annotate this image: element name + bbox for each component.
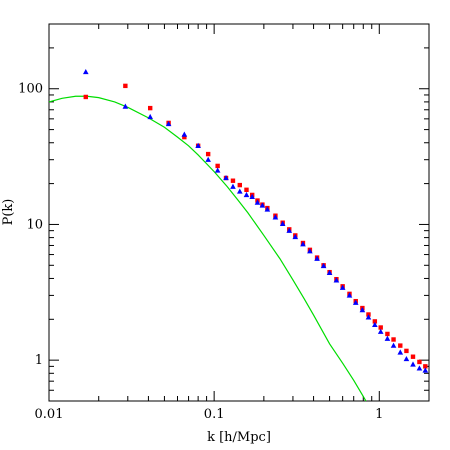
red-square-point — [123, 83, 128, 89]
labels-layer: 0.01 0.1 1 1 10 100 — [18, 82, 383, 422]
y-axis-label: P(k) — [1, 199, 16, 226]
blue-triangle-point — [326, 269, 333, 276]
blue-triangle-point — [181, 131, 188, 137]
red-square-point — [244, 187, 249, 193]
points-layer — [82, 68, 429, 373]
blue-triangle-point — [333, 277, 340, 283]
y-tick-label: 1 — [35, 353, 43, 368]
blue-triangle-point — [292, 233, 299, 240]
blue-triangle-point — [320, 262, 327, 269]
red-square-point — [230, 178, 236, 183]
ticks-layer — [48, 23, 430, 402]
red-square-point — [417, 359, 422, 365]
blue-triangle-point — [397, 349, 404, 355]
blue-triangle-point — [377, 328, 384, 334]
blue-triangle-point — [346, 292, 353, 298]
red-square-point — [378, 325, 383, 330]
blue-triangle-point — [422, 367, 429, 373]
red-square-point — [404, 348, 409, 354]
blue-triangle-point — [230, 183, 236, 189]
blue-triangle-point — [214, 167, 221, 173]
blue-triangle-point — [165, 120, 172, 127]
red-square-point — [205, 151, 211, 157]
x-tick-label: 0.01 — [35, 407, 64, 422]
red-square-point — [391, 337, 396, 342]
blue-triangle-point — [264, 206, 271, 212]
blue-triangle-point — [300, 241, 306, 247]
blue-triangle-point — [243, 191, 250, 198]
blue-triangle-point — [82, 68, 89, 75]
blue-triangle-point — [365, 314, 372, 320]
blue-triangle-point — [390, 342, 397, 348]
red-square-point — [385, 331, 390, 337]
blue-triangle-point — [352, 299, 359, 305]
blue-triangle-point — [286, 227, 293, 233]
y-tick-label: 10 — [26, 217, 43, 232]
blue-triangle-point — [254, 199, 261, 205]
red-square-point — [372, 319, 378, 324]
blue-triangle-point — [279, 220, 286, 227]
blue-triangle-point — [236, 188, 243, 194]
red-square-point — [410, 354, 416, 359]
blue-triangle-point — [314, 255, 320, 261]
blue-triangle-point — [307, 248, 313, 254]
blue-triangle-point — [259, 202, 266, 208]
blue-triangle-point — [403, 355, 410, 362]
curve-layer — [48, 95, 367, 402]
blue-triangle-point — [384, 335, 391, 341]
model-curve — [48, 95, 367, 402]
red-square-point — [398, 343, 403, 348]
blue-triangle-point — [339, 284, 346, 290]
blue-triangle-point — [205, 156, 211, 162]
x-tick-label: 0.1 — [204, 407, 225, 422]
red-square-point — [147, 105, 153, 111]
blue-triangle-point — [147, 113, 153, 120]
blue-triangle-point — [272, 214, 279, 220]
plot-frame — [48, 23, 430, 402]
blue-triangle-point — [223, 174, 229, 181]
red-square-point — [237, 182, 242, 188]
blue-triangle-point — [359, 307, 366, 313]
blue-triangle-point — [416, 365, 423, 371]
x-axis-label: k [h/Mpc] — [207, 430, 271, 445]
y-tick-label: 100 — [18, 82, 43, 97]
red-square-point — [182, 134, 187, 140]
red-square-point — [423, 364, 428, 369]
red-square-point — [215, 163, 220, 169]
blue-triangle-point — [195, 142, 201, 148]
blue-triangle-point — [122, 103, 129, 109]
blue-triangle-point — [372, 321, 378, 328]
blue-triangle-point — [249, 193, 256, 199]
blue-triangle-point — [410, 361, 416, 367]
red-square-point — [83, 94, 88, 100]
x-tick-label: 1 — [375, 407, 383, 422]
